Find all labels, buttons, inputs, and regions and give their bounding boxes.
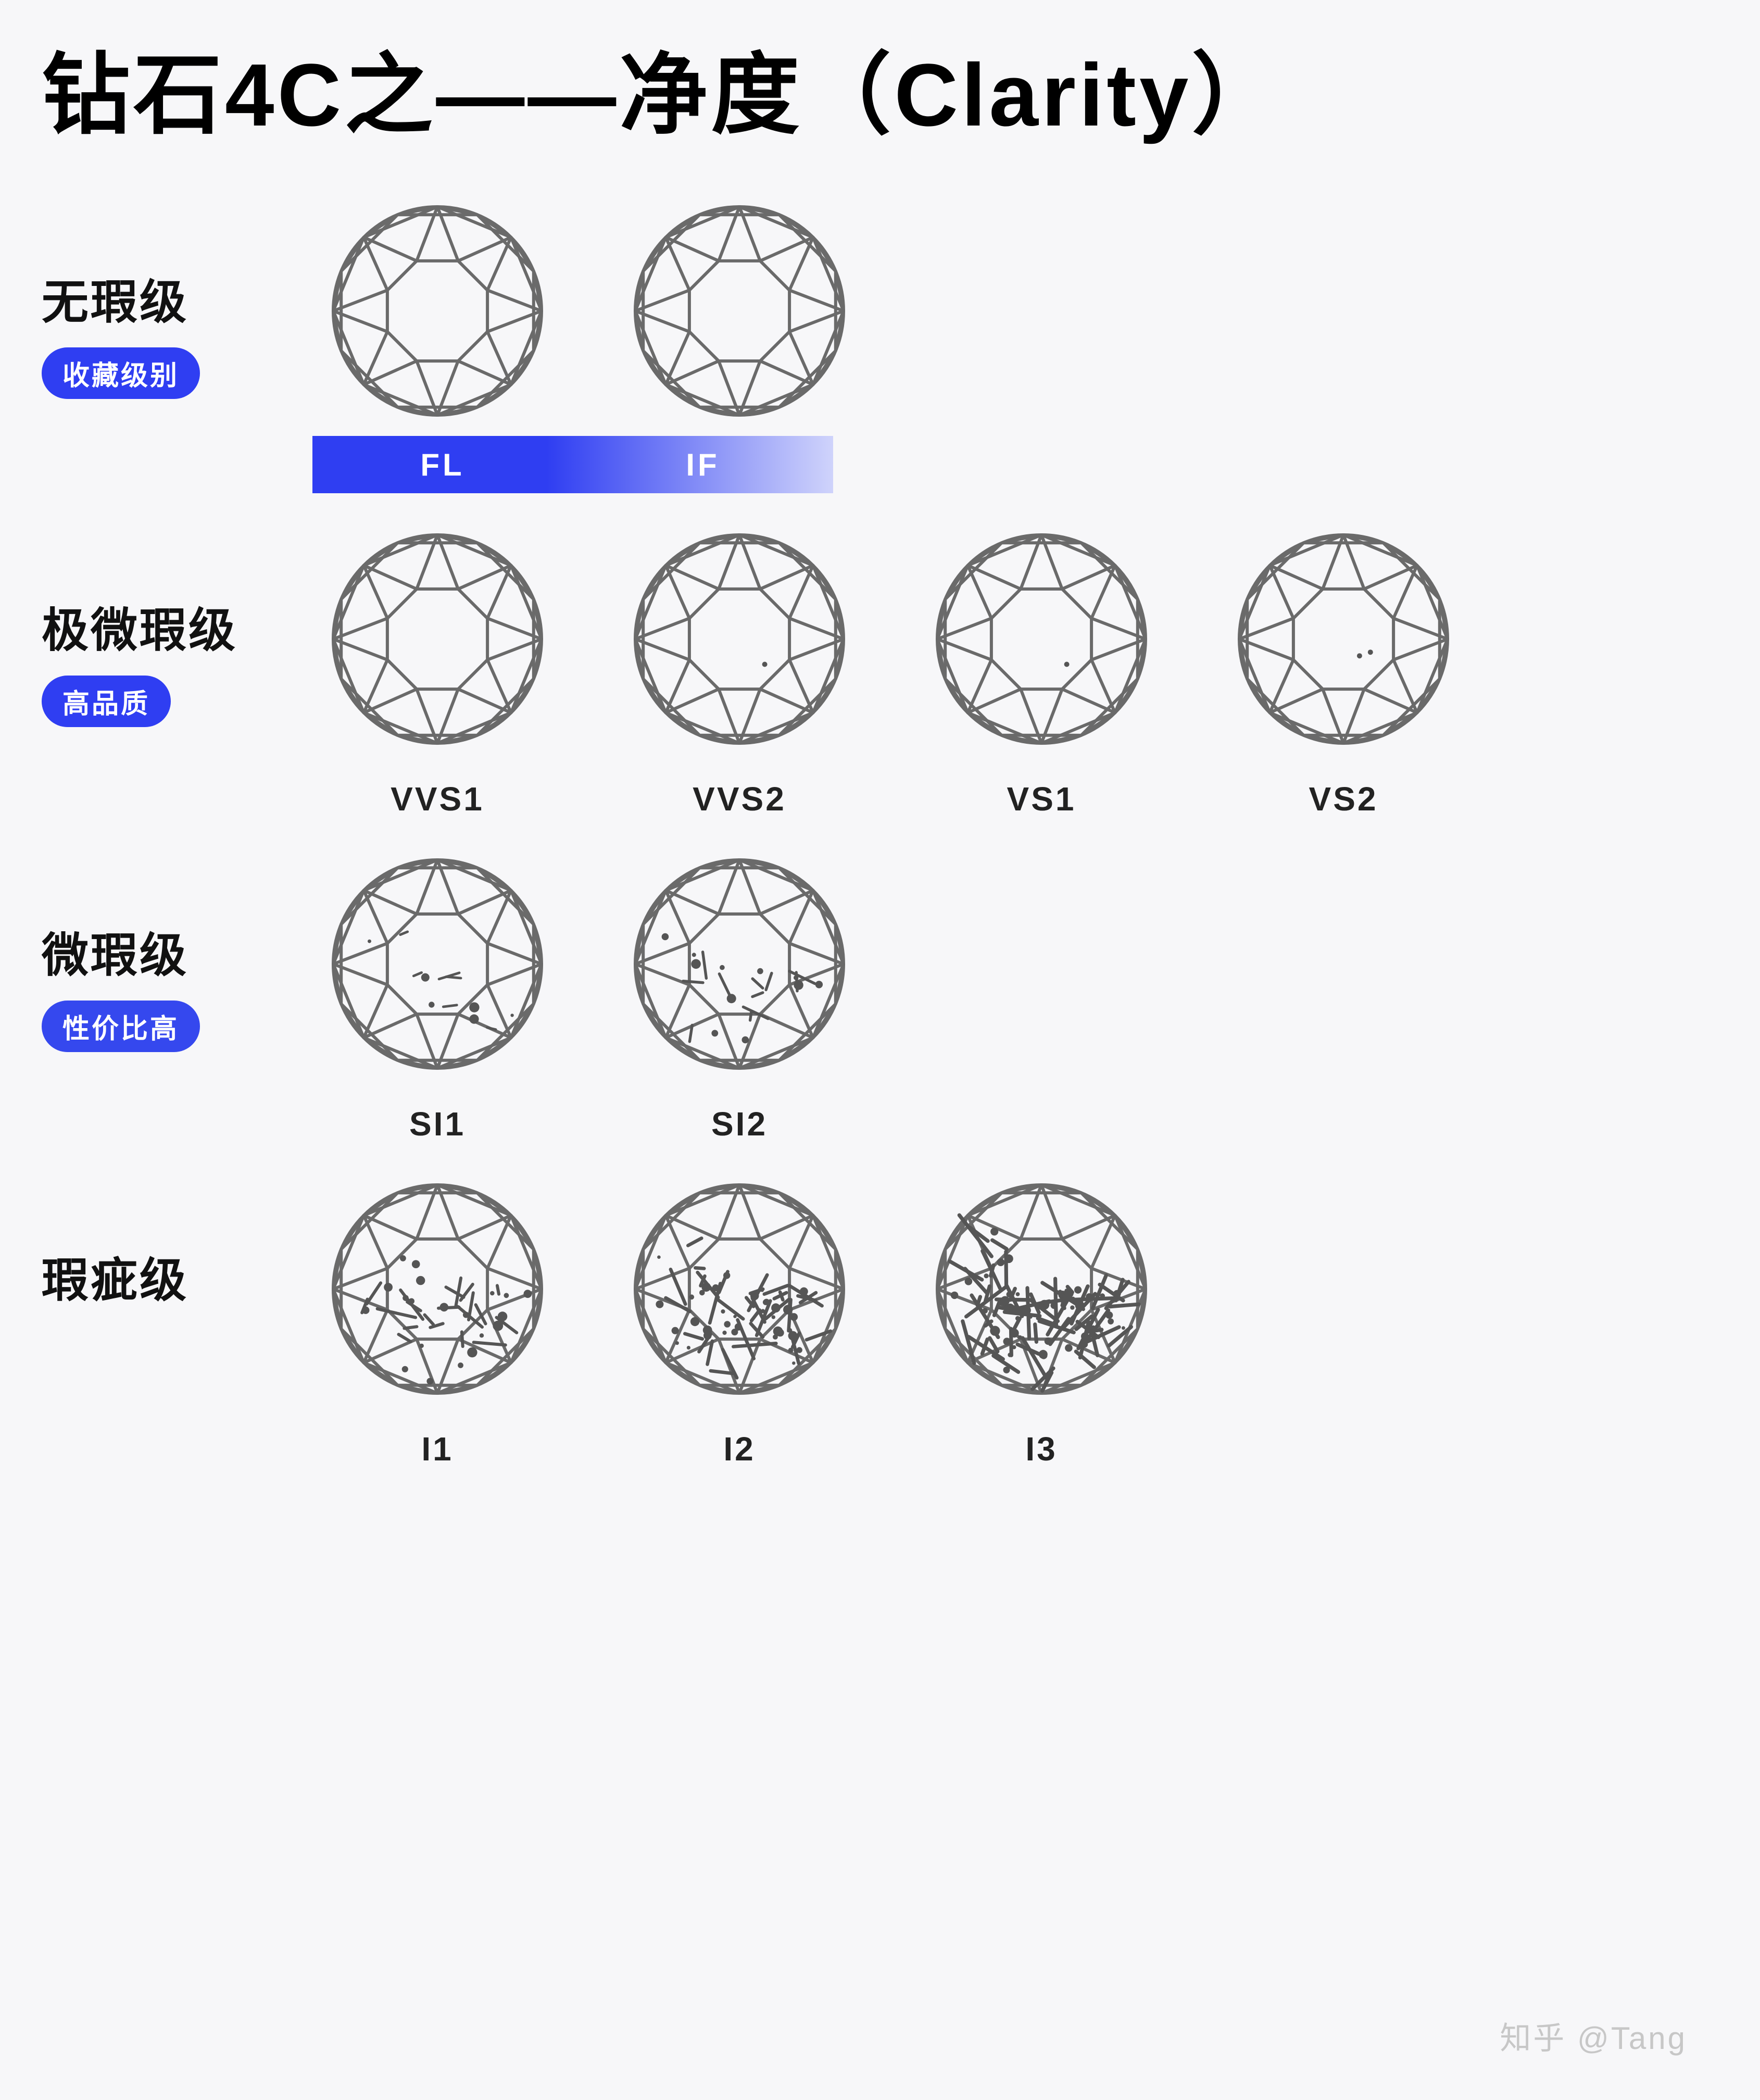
- diamond-icon: [932, 1180, 1151, 1398]
- diamond-icon: [630, 1180, 849, 1398]
- row-right: SI1 SI2: [312, 855, 1718, 1143]
- clarity-cell: VVS2: [614, 530, 864, 818]
- row-right: VVS1 VVS2 VS1: [312, 530, 1718, 818]
- strip-label: FL: [312, 447, 573, 483]
- grade-label: VS1: [1007, 780, 1076, 818]
- clarity-cell: I2: [614, 1180, 864, 1468]
- clarity-row: 无瑕级收藏级别 FLIF: [42, 202, 1718, 493]
- grade-label: I3: [1025, 1430, 1057, 1468]
- clarity-cell: I1: [312, 1180, 562, 1468]
- diamond-icon: [328, 855, 547, 1073]
- row-left: 微瑕级性价比高: [42, 855, 312, 1052]
- diamond-icon: [328, 202, 547, 420]
- row-badge: 性价比高: [42, 1001, 200, 1052]
- diamond-icon: [630, 530, 849, 748]
- watermark: 知乎 @Tang: [1500, 2013, 1687, 2058]
- clarity-cell: [614, 202, 864, 420]
- diamond-icon: [328, 530, 547, 748]
- rows-container: 无瑕级收藏级别 FLIF极微瑕级高品质: [42, 202, 1718, 1468]
- clarity-cell: VS1: [916, 530, 1166, 818]
- row-right: FLIF: [312, 202, 1718, 493]
- grade-label: I1: [421, 1430, 453, 1468]
- row-right: I1 I2 I3: [312, 1180, 1718, 1468]
- grade-label: VVS1: [391, 780, 484, 818]
- strip-label: IF: [573, 447, 833, 483]
- clarity-row: 瑕疵级 I1 I2: [42, 1180, 1718, 1468]
- grade-label: SI1: [409, 1105, 466, 1143]
- clarity-cell: VVS1: [312, 530, 562, 818]
- grade-label: VVS2: [693, 780, 786, 818]
- grade-label: I2: [723, 1430, 755, 1468]
- diamond-icon: [932, 530, 1151, 748]
- clarity-row: 微瑕级性价比高 SI1 SI2: [42, 855, 1718, 1143]
- clarity-cell: SI1: [312, 855, 562, 1143]
- diamond-icon: [328, 1180, 547, 1398]
- row-left: 无瑕级收藏级别: [42, 202, 312, 399]
- clarity-cell: I3: [916, 1180, 1166, 1468]
- row-title: 微瑕级: [42, 917, 188, 985]
- grade-label: VS2: [1309, 780, 1378, 818]
- clarity-cell: VS2: [1218, 530, 1468, 818]
- grade-label: SI2: [711, 1105, 768, 1143]
- row-title: 极微瑕级: [42, 592, 237, 660]
- clarity-cell: SI2: [614, 855, 864, 1143]
- row-left: 极微瑕级高品质: [42, 530, 312, 727]
- row-left: 瑕疵级: [42, 1180, 312, 1326]
- diamond-icon: [630, 202, 849, 420]
- clarity-row: 极微瑕级高品质 VVS1 VVS2: [42, 530, 1718, 818]
- row-badge: 高品质: [42, 676, 171, 727]
- row-title: 瑕疵级: [42, 1242, 188, 1310]
- clarity-cell: [312, 202, 562, 420]
- row-badge: 收藏级别: [42, 347, 200, 399]
- diamond-icon: [630, 855, 849, 1073]
- page-title: 钻石4C之——净度（Clarity）: [42, 47, 1718, 144]
- diamond-icon: [1234, 530, 1453, 748]
- row-title: 无瑕级: [42, 264, 188, 332]
- grade-strip: FLIF: [312, 436, 833, 493]
